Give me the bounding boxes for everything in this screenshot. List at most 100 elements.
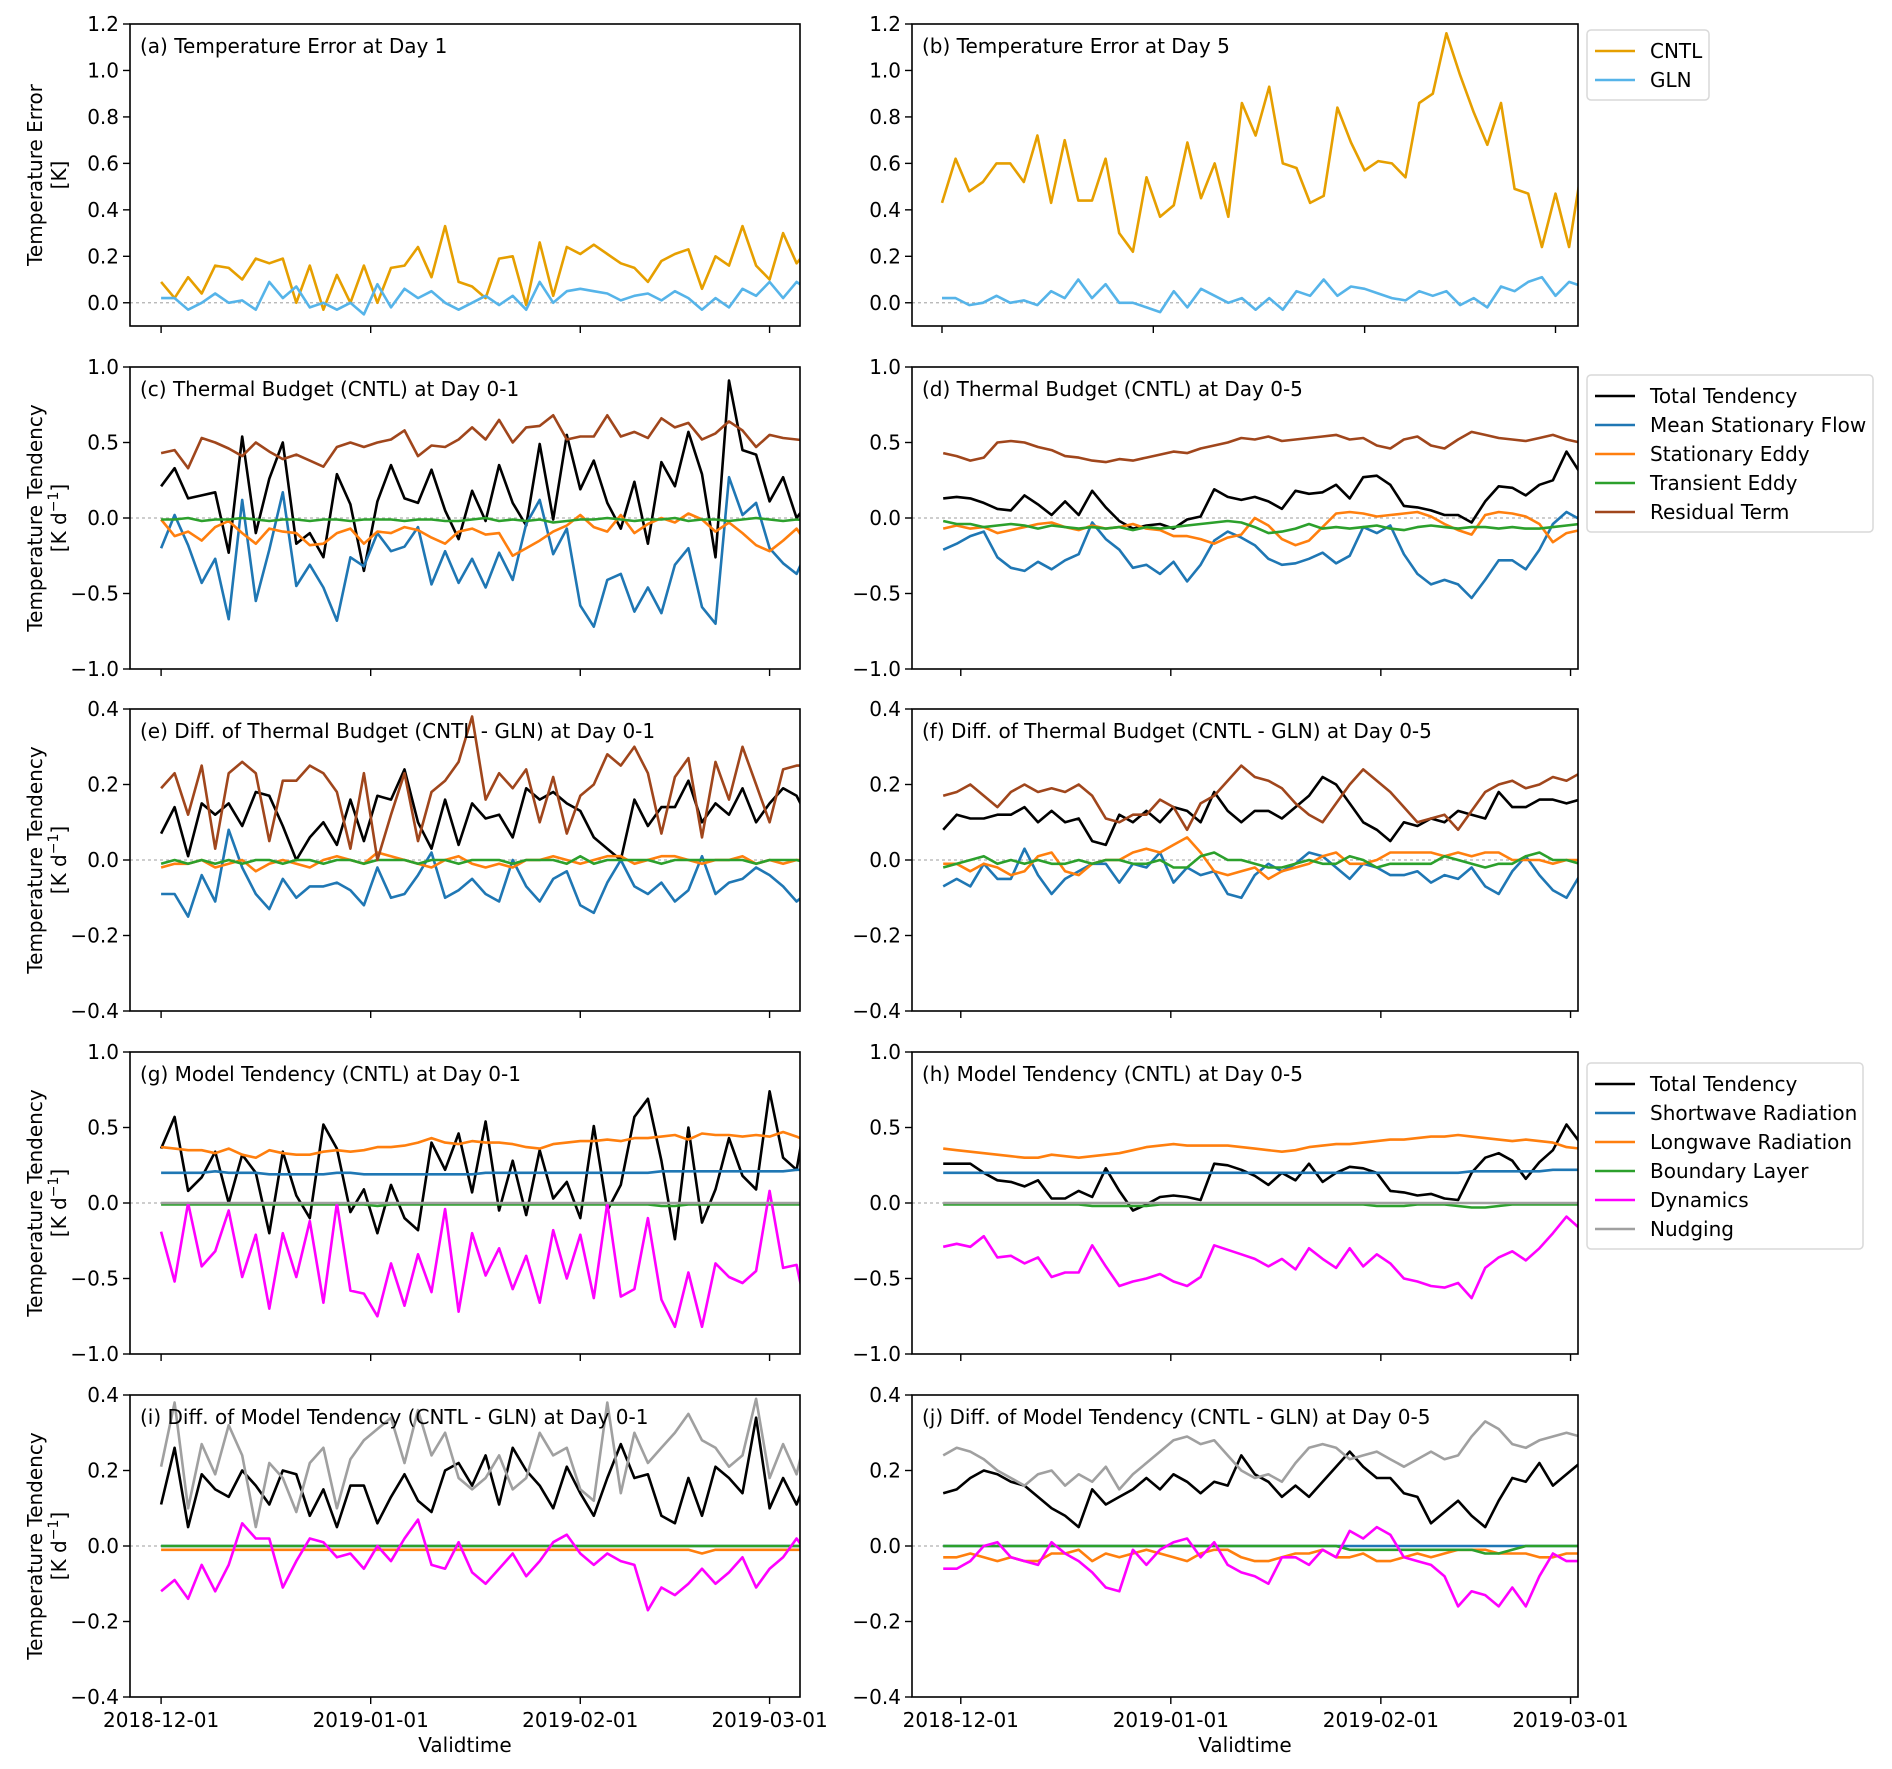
y-tick-label: −0.2 xyxy=(70,1610,119,1634)
panel-title: (f) Diff. of Thermal Budget (CNTL - GLN)… xyxy=(922,719,1432,743)
axes-frame xyxy=(129,23,801,327)
y-axis-label: Temperature Tendency[K d−1] xyxy=(23,404,71,633)
y-tick-label: 0.2 xyxy=(87,773,119,797)
y-tick-label: −0.2 xyxy=(70,924,119,948)
y-tick-label: 0.2 xyxy=(869,244,901,268)
y-tick-label: −0.5 xyxy=(70,1267,119,1291)
legend-label: Transient Eddy xyxy=(1649,471,1798,495)
series-group xyxy=(942,1420,1578,1608)
series-group xyxy=(159,715,800,918)
y-tick-label: 0.0 xyxy=(869,506,901,530)
legend-label: Residual Term xyxy=(1650,500,1789,524)
y-tick-label: 0.8 xyxy=(87,105,119,129)
y-tick-label: 0.4 xyxy=(869,1383,901,1407)
y-tick-label: 0.4 xyxy=(87,1383,119,1407)
panel-a: 0.0 0.2 0.4 0.6 0.8 1.0 1.2 (a) Temperature Err… xyxy=(23,12,801,333)
y-tick-label: −1.0 xyxy=(852,657,901,681)
series-line-transient-eddy xyxy=(160,854,800,866)
y-tick-label: 0.0 xyxy=(87,1534,119,1558)
x-tick-label: 2019-03-01 xyxy=(1512,1708,1628,1732)
panel-title: (g) Model Tendency (CNTL) at Day 0-1 xyxy=(140,1062,521,1086)
y-tick-label: 0.4 xyxy=(869,697,901,721)
y-tick-label: −0.2 xyxy=(852,924,901,948)
series-line-longwave-radiation xyxy=(943,1133,1578,1159)
y-axis-label: Temperature Tendency[K d−1] xyxy=(23,1089,71,1318)
legend-box xyxy=(1586,29,1710,101)
series-line-residual-term xyxy=(942,430,1578,464)
series-line-total-tendency xyxy=(159,1416,800,1529)
x-tick-label: 2019-01-01 xyxy=(1113,1708,1229,1732)
series-group xyxy=(942,1123,1578,1300)
series-line-nudging xyxy=(942,1420,1578,1491)
y-tick-label: 1.2 xyxy=(869,12,901,36)
y-tick-label: −0.5 xyxy=(70,582,119,606)
y-tick-label: −0.5 xyxy=(852,1267,901,1291)
series-line-dynamics xyxy=(160,1518,800,1612)
series-group xyxy=(159,379,800,629)
series-line-residual-term xyxy=(160,413,800,470)
series-group xyxy=(160,224,800,316)
series-line-shortwave-radiation xyxy=(161,1168,800,1176)
series-line-longwave-radiation xyxy=(161,1548,800,1555)
legend-item: Mean Stationary Flow xyxy=(1595,413,1866,437)
legend-label: Boundary Layer xyxy=(1650,1159,1809,1183)
series-line-cntl xyxy=(160,224,800,312)
panel-e: −0.4 −0.2 0.0 0.2 0.4 (e) Diff. of Thermal Bu… xyxy=(23,697,801,1023)
y-tick-label: 0.0 xyxy=(87,291,119,315)
y-tick-label: −1.0 xyxy=(70,657,119,681)
y-tick-label: 1.0 xyxy=(869,1040,901,1064)
series-line-mean-stationary-flow xyxy=(161,828,800,918)
y-tick-label: 0.5 xyxy=(869,431,901,455)
legend-item: Shortwave Radiation xyxy=(1595,1101,1857,1125)
legend-item: Total Tendency xyxy=(1595,1072,1798,1096)
legend-item: Stationary Eddy xyxy=(1595,442,1810,466)
y-tick-label: −0.4 xyxy=(70,1685,119,1709)
series-group xyxy=(159,1397,800,1612)
series-line-residual-term xyxy=(942,764,1578,832)
y-tick-label: −0.4 xyxy=(70,999,119,1023)
x-tick-label: 2018-12-01 xyxy=(903,1708,1019,1732)
panel-f: −0.4 −0.2 0.0 0.2 0.4 (f) Diff. of Thermal Bu… xyxy=(852,697,1579,1023)
series-line-transient-eddy xyxy=(161,516,800,524)
panel-c: −1.0 −0.5 0.0 0.5 1.0 (c) Thermal Budget (CNT… xyxy=(23,355,801,681)
series-line-total-tendency xyxy=(159,768,800,862)
legend-item: CNTL xyxy=(1595,39,1703,63)
x-tick-label: 2019-01-01 xyxy=(313,1708,429,1732)
y-tick-label: 0.2 xyxy=(869,1459,901,1483)
x-tick-label: 2019-03-01 xyxy=(711,1708,827,1732)
legend-box xyxy=(1586,374,1874,533)
series-line-shortwave-radiation xyxy=(943,1168,1578,1175)
y-tick-label: −1.0 xyxy=(852,1342,901,1366)
series-line-total-tendency xyxy=(159,1090,800,1241)
panel-title: (i) Diff. of Model Tendency (CNTL - GLN)… xyxy=(140,1405,648,1429)
y-tick-label: 1.0 xyxy=(869,355,901,379)
axes-frame xyxy=(911,23,1579,327)
y-tick-label: 1.0 xyxy=(87,58,119,82)
y-axis-label: Temperature Tendency[K d−1] xyxy=(23,1432,71,1661)
series-line-gln xyxy=(161,280,800,316)
series-line-stationary-eddy xyxy=(160,851,800,873)
y-tick-label: 1.0 xyxy=(869,58,901,82)
y-tick-label: 0.2 xyxy=(869,773,901,797)
series-line-stationary-eddy xyxy=(943,836,1578,881)
y-tick-label: 0.4 xyxy=(87,697,119,721)
x-tick-label: 2018-12-01 xyxy=(103,1708,219,1732)
series-line-transient-eddy xyxy=(942,519,1578,535)
series-line-gln xyxy=(942,275,1578,314)
y-tick-label: −0.2 xyxy=(852,1610,901,1634)
series-line-boundary-layer xyxy=(161,1203,800,1208)
series-line-total-tendency xyxy=(942,1450,1578,1529)
legend-item: Residual Term xyxy=(1595,500,1789,524)
series-line-total-tendency xyxy=(942,775,1578,847)
y-tick-label: 0.2 xyxy=(87,244,119,268)
legend-label: GLN xyxy=(1650,68,1692,92)
series-line-cntl xyxy=(940,31,1578,253)
legend-label: Nudging xyxy=(1650,1217,1734,1241)
series-line-boundary-layer xyxy=(943,1203,1578,1209)
y-tick-label: 0.0 xyxy=(87,1191,119,1215)
series-line-mean-stationary-flow xyxy=(159,475,800,629)
series-line-mean-stationary-flow xyxy=(942,847,1578,900)
panel-j: −0.4 −0.2 0.0 0.2 0.4 2018-12-01 2019-01-01 201… xyxy=(852,1383,1628,1732)
panel-title: (j) Diff. of Model Tendency (CNTL - GLN)… xyxy=(922,1405,1430,1429)
panel-i: −0.4 −0.2 0.0 0.2 0.4 2018-12-01 2019-01-01 201… xyxy=(23,1383,828,1732)
